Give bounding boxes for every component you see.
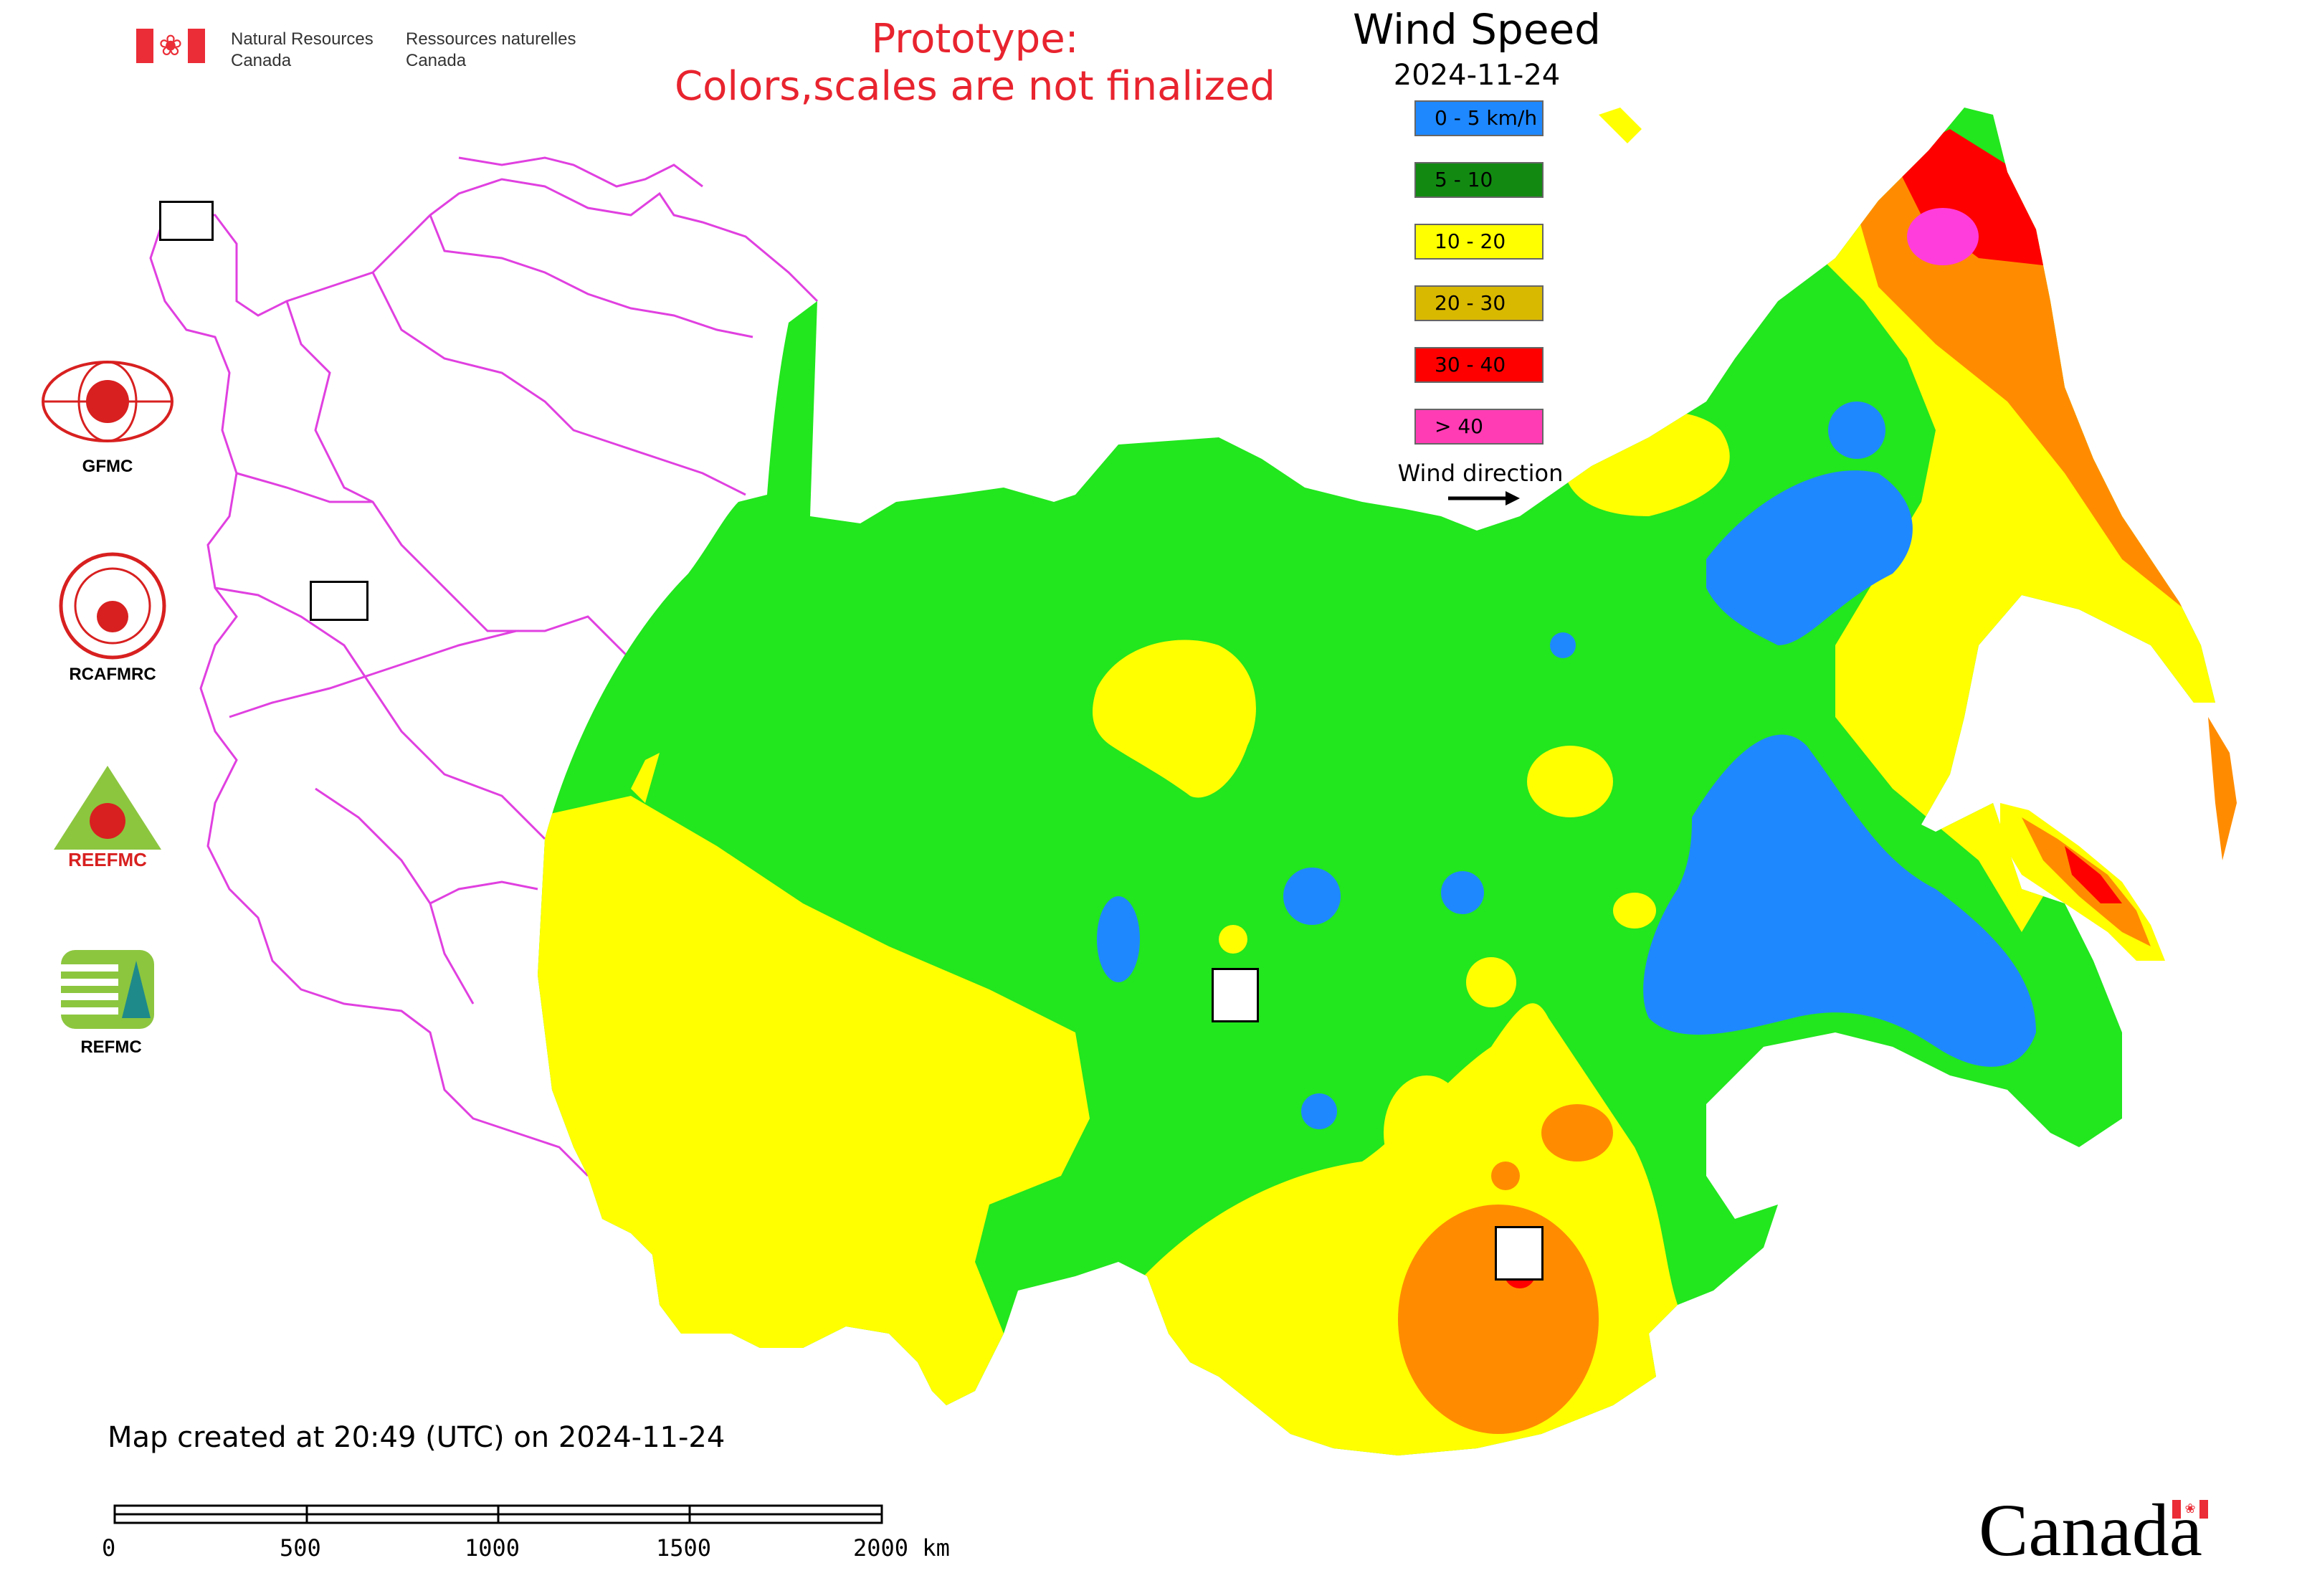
scale-tick-0: 0 (102, 1534, 116, 1562)
country-boundaries (149, 156, 819, 1177)
legend-date: 2024-11-24 (1393, 59, 1561, 92)
rcafmrc-logo-icon (59, 552, 166, 660)
scale-bar (113, 1504, 883, 1524)
rcafmrc-map-marker (1495, 1226, 1544, 1281)
agency-name-fr: Ressources naturelles Canada (406, 29, 576, 70)
scale-tick-2000-km: 2000 km (853, 1534, 950, 1562)
agency-name-en: Natural Resources Canada (231, 29, 374, 70)
map-created-timestamp: Map created at 20:49 (UTC) on 2024-11-24 (108, 1421, 726, 1454)
legend-item-20-30: 20 - 30 (1414, 285, 1544, 321)
refmc-label: REFMC (80, 1037, 142, 1057)
rcafmrc-label: RCAFMRC (69, 665, 156, 684)
svg-text:REEFMC: REEFMC (68, 849, 147, 868)
rcafmrc-logo: RCAFMRC (44, 552, 181, 685)
refmc-logo: REFMC (43, 946, 179, 1058)
scale-tick-1500: 1500 (656, 1534, 712, 1562)
legend-item-0-5: 0 - 5 km/h (1414, 100, 1544, 136)
refmc-logo-icon (61, 950, 154, 1029)
wind-direction-label: Wind direction (1397, 460, 1564, 487)
wordmark-flag-icon: ❀ (2172, 1500, 2208, 1519)
reefmc-map-marker (310, 581, 368, 621)
legend-item-30-40: 30 - 40 (1414, 347, 1544, 383)
reefmc-logo-icon: REEFMC (54, 766, 161, 870)
gfmc-label: GFMC (82, 457, 133, 476)
scale-tick-1000: 1000 (465, 1534, 520, 1562)
gfmc-logo: GFMC (39, 358, 176, 477)
east-islands (1599, 108, 2237, 961)
canada-wordmark: Canada (1979, 1489, 2202, 1572)
legend-item-over-40: > 40 (1414, 409, 1544, 445)
legend-title: Wind Speed (1352, 5, 1602, 54)
prototype-line-1: Prototype: (871, 16, 1079, 62)
canada-flag-icon: ❀ (136, 29, 205, 63)
prototype-notice: Prototype: Colors,scales are not finaliz… (660, 16, 1290, 110)
wind-direction-arrow (1448, 491, 1520, 505)
legend-item-10-20: 10 - 20 (1414, 224, 1544, 260)
gfmc-logo-icon (42, 361, 173, 442)
legend-item-5-10: 5 - 10 (1414, 162, 1544, 198)
prototype-line-2: Colors,scales are not finalized (675, 63, 1275, 110)
nrcan-signature: ❀ Natural Resources Canada Ressources na… (136, 29, 592, 72)
refmc-map-marker (1212, 968, 1259, 1022)
scale-tick-500: 500 (280, 1534, 321, 1562)
gfmc-map-marker (159, 201, 214, 241)
reefmc-logo: REEFMC (39, 760, 176, 873)
